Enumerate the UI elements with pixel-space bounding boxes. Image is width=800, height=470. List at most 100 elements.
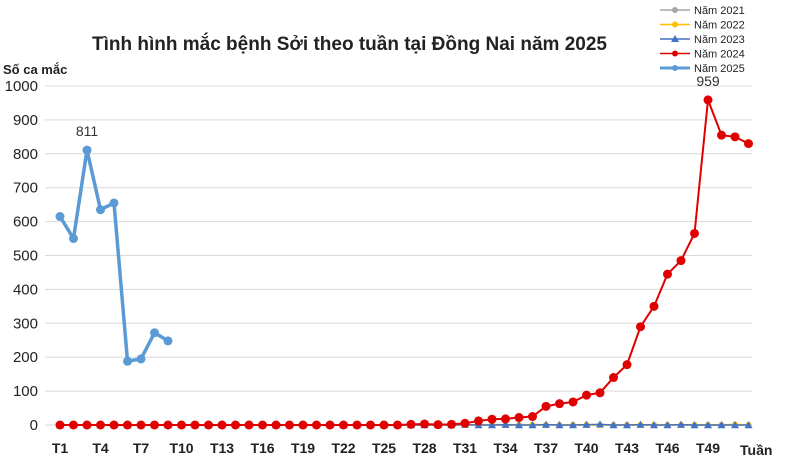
data-point	[555, 399, 564, 409]
series-line	[60, 98, 749, 426]
x-tick-label: T40	[574, 440, 598, 456]
data-point	[488, 421, 496, 429]
data-point	[366, 420, 375, 430]
x-tick-label: T49	[696, 440, 720, 456]
data-point	[690, 228, 699, 238]
legend-marker	[672, 50, 678, 57]
legend-marker	[672, 7, 678, 13]
x-tick-label: T19	[291, 440, 315, 456]
legend-item: Năm 2022	[660, 20, 745, 32]
legend-marker	[672, 65, 678, 71]
data-point	[420, 419, 429, 429]
data-point	[96, 420, 105, 430]
legend-marker	[671, 35, 679, 42]
data-point	[285, 420, 294, 430]
data-point	[717, 421, 726, 429]
data-point	[717, 130, 726, 140]
y-tick-label: 700	[13, 180, 38, 197]
y-tick-label: 900	[13, 112, 38, 129]
data-point	[393, 420, 402, 430]
legend-label: Năm 2024	[694, 49, 745, 61]
data-point	[136, 420, 146, 430]
data-point	[730, 132, 740, 142]
data-point	[69, 234, 78, 244]
data-point	[123, 420, 132, 430]
data-point	[82, 420, 92, 430]
data-point	[474, 416, 483, 426]
legend-label: Năm 2021	[694, 5, 745, 17]
axes: 0 100 200 300 400 500 600 700 800 900 1000 T1 T4 T7 T1…	[5, 78, 752, 456]
data-point	[123, 356, 132, 366]
y-tick-label: 300	[13, 315, 38, 332]
x-tick-label: T37	[534, 440, 558, 456]
data-point	[677, 420, 685, 428]
data-point	[582, 420, 591, 428]
data-point	[744, 139, 753, 149]
data-point	[325, 420, 335, 430]
legend-item: Năm 2023	[660, 34, 745, 46]
data-point	[163, 420, 173, 430]
data-point	[541, 401, 551, 411]
x-tick-label: T13	[210, 440, 234, 456]
data-point	[406, 419, 416, 429]
data-point	[231, 420, 240, 430]
data-point	[609, 421, 618, 429]
data-point	[636, 420, 645, 428]
y-tick-label: 0	[30, 417, 38, 434]
data-point	[515, 421, 523, 429]
data-point	[676, 256, 686, 266]
legend: Năm 2021 Năm 2022 Năm 2023 Năm 2024 Năm 2025	[660, 5, 745, 75]
y-tick-label: 200	[13, 349, 38, 366]
y-tick-label: 800	[13, 146, 38, 163]
x-tick-label: T10	[169, 440, 193, 456]
annotations: 811 959	[76, 73, 720, 139]
data-point	[433, 420, 443, 430]
legend-item: Năm 2021	[660, 5, 745, 17]
data-point	[258, 420, 267, 430]
data-point	[190, 420, 200, 430]
data-point	[622, 360, 632, 370]
data-point	[528, 412, 537, 422]
data-point	[690, 421, 699, 429]
x-tick-label: T7	[133, 440, 150, 456]
data-point	[109, 420, 119, 430]
data-point	[663, 269, 672, 279]
data-point	[704, 421, 712, 429]
chart-title: Tình hình mắc bệnh Sởi theo tuần tại Đồn…	[92, 33, 607, 55]
data-point	[352, 420, 362, 430]
data-point	[109, 198, 119, 208]
data-point	[487, 414, 497, 424]
series-năm-2025	[55, 145, 173, 366]
data-point	[204, 420, 213, 430]
data-point	[703, 95, 713, 105]
series-năm-2024	[55, 95, 753, 430]
data-point	[582, 390, 591, 400]
data-point	[731, 421, 739, 429]
y-tick-label: 100	[13, 383, 38, 400]
data-point	[542, 420, 550, 428]
data-point	[136, 354, 146, 364]
legend-label: Năm 2023	[694, 34, 745, 46]
data-point	[650, 421, 658, 429]
x-tick-label: T46	[655, 440, 679, 456]
data-point	[339, 420, 348, 430]
data-point	[501, 414, 510, 424]
data-point	[568, 397, 578, 407]
y-tick-label: 400	[13, 281, 38, 298]
data-label: 959	[696, 73, 720, 89]
legend-marker	[672, 21, 678, 28]
legend-label: Năm 2022	[694, 20, 745, 32]
data-point	[555, 421, 564, 429]
data-point	[312, 420, 321, 430]
x-tick-label: T25	[372, 440, 396, 456]
x-tick-label: T43	[615, 440, 639, 456]
data-point	[150, 328, 159, 338]
legend-item: Năm 2024	[660, 49, 745, 61]
x-tick-label: T28	[412, 440, 436, 456]
grid	[45, 85, 752, 392]
data-point	[663, 421, 672, 429]
x-tick-label: T22	[331, 440, 355, 456]
data-point	[55, 212, 65, 222]
data-point	[636, 322, 645, 332]
